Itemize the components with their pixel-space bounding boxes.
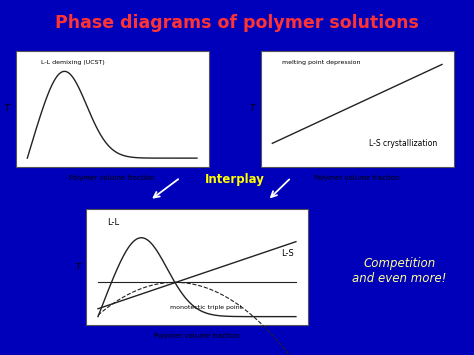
Text: T: T: [250, 104, 255, 113]
Text: L-S: L-S: [281, 249, 293, 258]
Text: Polymer volume fraction: Polymer volume fraction: [69, 175, 155, 181]
Text: T: T: [75, 263, 81, 272]
Text: L-S crystallization: L-S crystallization: [369, 138, 438, 148]
Text: Polymer volume fraction: Polymer volume fraction: [154, 333, 240, 339]
Text: T: T: [5, 104, 10, 113]
Text: Interplay: Interplay: [205, 173, 264, 186]
Text: Phase diagrams of polymer solutions: Phase diagrams of polymer solutions: [55, 14, 419, 32]
Text: melting point depression: melting point depression: [282, 60, 360, 65]
Text: Polymer volume fraction: Polymer volume fraction: [314, 175, 400, 181]
Text: L-L: L-L: [108, 218, 119, 227]
FancyBboxPatch shape: [86, 209, 308, 326]
FancyBboxPatch shape: [261, 51, 454, 167]
FancyBboxPatch shape: [16, 51, 209, 167]
Text: monotectic triple point: monotectic triple point: [170, 305, 242, 310]
Text: Competition
and even more!: Competition and even more!: [352, 257, 447, 285]
Text: L-L demixing (UCST): L-L demixing (UCST): [41, 60, 105, 65]
